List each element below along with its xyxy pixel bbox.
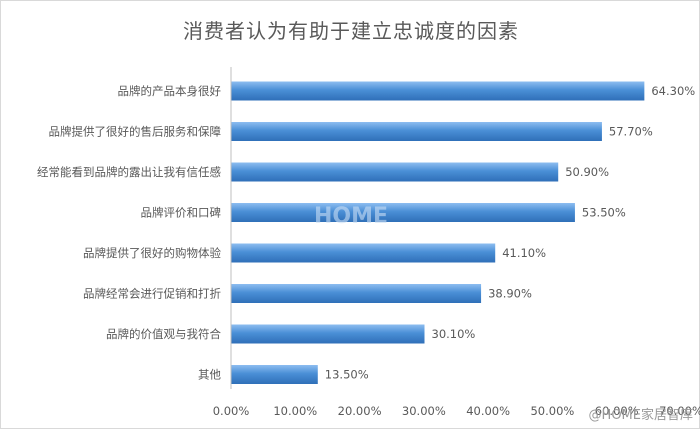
chart-title: 消费者认为有助于建立忠诚度的因素 [183, 19, 519, 43]
data-label: 57.70% [609, 125, 653, 139]
bar [231, 324, 425, 344]
bar [231, 365, 318, 384]
category-label: 品牌的价值观与我符合 [106, 327, 221, 341]
x-tick-label: 20.00% [338, 404, 382, 418]
x-tick-label: 10.00% [273, 404, 317, 418]
data-label: 53.50% [582, 206, 626, 220]
category-label: 其他 [198, 368, 221, 382]
watermark-corner: @HOME家居智库 [589, 407, 693, 423]
data-label: 41.10% [502, 246, 546, 260]
category-label: 品牌评价和口碑 [141, 206, 222, 220]
x-tick-label: 0.00% [213, 404, 250, 418]
x-tick-label: 50.00% [530, 404, 574, 418]
data-label: 30.10% [432, 327, 476, 341]
data-label: 50.90% [565, 165, 609, 179]
bar [231, 243, 496, 263]
category-label: 品牌提供了很好的售后服务和保障 [49, 125, 222, 139]
x-tick-label: 30.00% [402, 404, 446, 418]
bar [231, 122, 602, 141]
data-label: 64.30% [651, 84, 695, 98]
category-label: 品牌提供了很好的购物体验 [83, 246, 221, 260]
data-label: 38.90% [488, 287, 532, 301]
x-tick-label: 60.00% [595, 404, 639, 418]
x-tick-label: 70.00% [659, 404, 700, 418]
bar [231, 284, 482, 303]
bar [231, 81, 645, 101]
x-tick-label: 40.00% [466, 404, 510, 418]
category-label: 经常能看到品牌的露出让我有信任感 [37, 165, 221, 179]
category-label: 品牌经常会进行促销和打折 [83, 287, 221, 301]
bar [231, 203, 575, 222]
watermark-center: HOME [314, 204, 388, 229]
category-label: 品牌的产品本身很好 [118, 84, 222, 98]
bar [231, 162, 559, 182]
data-label: 13.50% [325, 368, 369, 382]
